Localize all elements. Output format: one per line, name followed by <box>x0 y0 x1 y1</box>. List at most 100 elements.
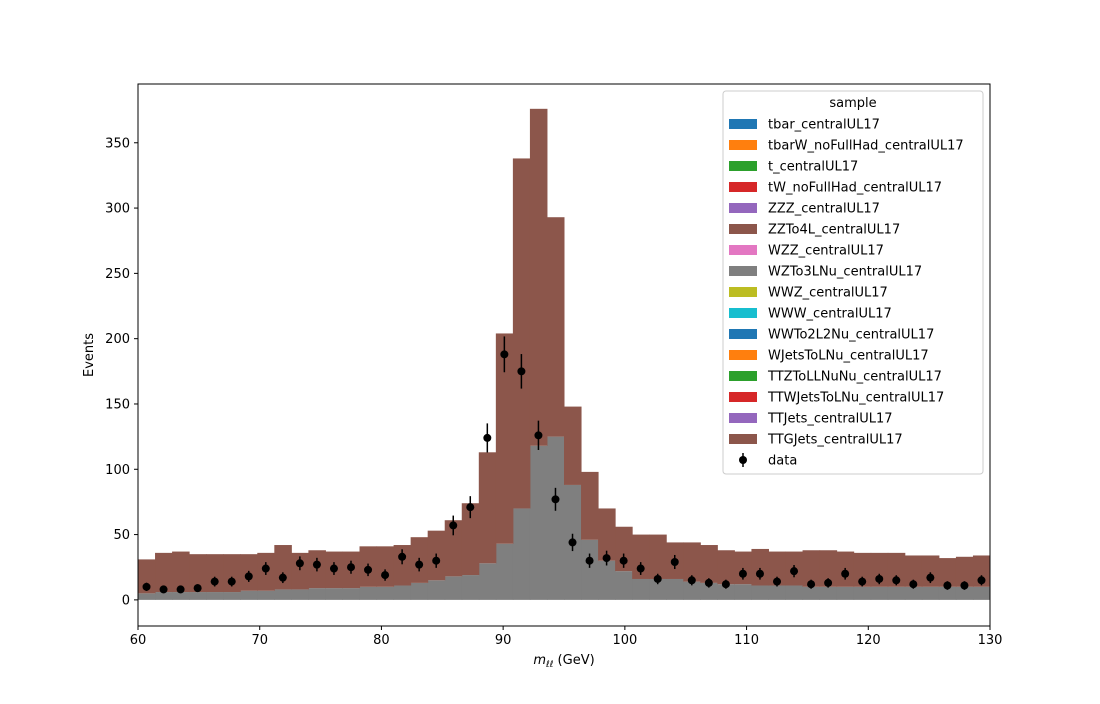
y-tick-label: 300 <box>105 202 130 217</box>
bar <box>802 586 821 600</box>
data-point <box>755 569 764 578</box>
legend-swatch <box>729 119 757 129</box>
legend-swatch <box>729 434 757 444</box>
legend-swatch <box>729 161 757 171</box>
bar <box>495 333 514 544</box>
bar <box>393 545 412 586</box>
data-point <box>466 503 475 512</box>
bar <box>972 586 991 600</box>
bar <box>495 543 514 600</box>
data-point <box>142 582 151 591</box>
bar <box>938 558 957 587</box>
bar <box>955 556 974 587</box>
data-point <box>977 576 986 585</box>
bar <box>955 586 974 600</box>
bar <box>529 108 548 446</box>
bar <box>342 588 361 600</box>
data-point <box>858 577 867 586</box>
bar <box>768 551 787 586</box>
bar <box>683 542 701 582</box>
data-point <box>432 556 441 565</box>
bar <box>734 584 752 600</box>
bar <box>257 590 275 600</box>
bar <box>461 503 480 576</box>
legend-swatch <box>729 182 757 192</box>
legend-label: tW_noFullHad_centralUL17 <box>768 181 942 196</box>
x-tick-label: 60 <box>130 633 147 648</box>
data-point <box>176 585 185 594</box>
bar <box>581 539 599 600</box>
data-points <box>142 336 986 594</box>
legend-label: ZZTo4L_centralUL17 <box>768 223 900 238</box>
bar <box>291 589 309 600</box>
stacked-bars <box>138 108 991 600</box>
data-point <box>500 350 509 359</box>
data-point <box>585 556 594 565</box>
data-point <box>602 554 611 563</box>
data-point <box>534 431 543 440</box>
bar <box>444 520 463 577</box>
bar <box>904 586 923 600</box>
bar <box>615 571 633 600</box>
y-tick-label: 200 <box>105 332 130 347</box>
bar <box>921 586 940 600</box>
legend-swatch <box>729 308 757 318</box>
bar <box>870 586 889 600</box>
bar <box>512 508 531 600</box>
data-point <box>398 552 407 561</box>
bar <box>410 582 429 600</box>
bar <box>274 545 292 590</box>
bar <box>768 585 787 600</box>
bar <box>649 534 667 579</box>
legend-label: tbar_centralUL17 <box>768 118 880 133</box>
bar <box>461 575 480 600</box>
legend-swatch <box>729 329 757 339</box>
bar <box>478 452 497 564</box>
data-point <box>312 560 321 569</box>
plot-frame <box>137 83 991 627</box>
legend-swatch <box>729 224 757 234</box>
bar <box>785 585 804 600</box>
data-point <box>415 560 424 569</box>
bar <box>189 554 207 593</box>
data-point <box>790 567 799 576</box>
bar <box>887 586 906 600</box>
x-axis-label: mℓℓ (GeV) <box>533 653 594 670</box>
legend-title: sample <box>829 96 876 111</box>
series-TTGJets_centralUL17 <box>138 108 991 594</box>
bar <box>172 592 190 600</box>
bar <box>581 471 599 540</box>
data-point <box>278 573 287 582</box>
bar <box>444 576 463 600</box>
bar <box>206 592 224 600</box>
data-point <box>943 581 952 590</box>
bar <box>274 589 292 600</box>
x-axis-label-sub: ℓℓ <box>545 660 553 670</box>
legend-label: WJetsToLNu_centralUL17 <box>768 349 929 364</box>
data-point <box>227 577 236 586</box>
bar <box>836 586 855 600</box>
legend-label: WZZ_centralUL17 <box>768 244 884 259</box>
bar <box>717 584 735 600</box>
data-point <box>875 574 884 583</box>
y-tick-label: 50 <box>113 528 130 543</box>
legend-data-marker <box>739 456 747 464</box>
data-point <box>295 559 304 568</box>
bar <box>172 551 190 593</box>
y-tick-label: 100 <box>105 463 130 478</box>
bar <box>751 585 769 600</box>
bar <box>819 586 838 600</box>
y-tick-label: 250 <box>105 267 130 282</box>
data-point <box>483 433 492 442</box>
data-point <box>909 580 918 589</box>
x-tick-label: 70 <box>251 633 268 648</box>
bar <box>700 582 718 600</box>
bar <box>683 581 701 600</box>
legend-label: tbarW_noFullHad_centralUL17 <box>768 139 964 154</box>
bar <box>512 158 531 509</box>
legend-swatch <box>729 413 757 423</box>
legend-label: WWW_centralUL17 <box>768 307 892 322</box>
bar <box>223 592 241 600</box>
bar <box>734 551 752 585</box>
